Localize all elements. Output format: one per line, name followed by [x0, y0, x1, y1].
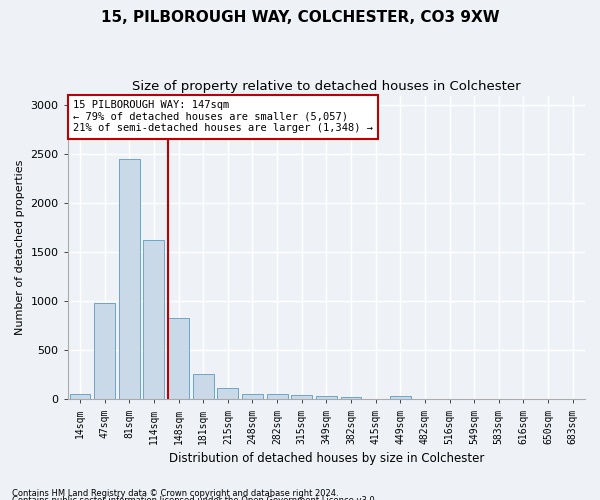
Bar: [217, 388, 238, 400]
Bar: [291, 396, 312, 400]
Bar: [341, 398, 361, 400]
Title: Size of property relative to detached houses in Colchester: Size of property relative to detached ho…: [132, 80, 521, 93]
Bar: [242, 394, 263, 400]
Bar: [119, 160, 140, 400]
Bar: [143, 240, 164, 400]
Bar: [266, 394, 287, 400]
Text: 15 PILBOROUGH WAY: 147sqm
← 79% of detached houses are smaller (5,057)
21% of se: 15 PILBOROUGH WAY: 147sqm ← 79% of detac…: [73, 100, 373, 134]
Text: Contains HM Land Registry data © Crown copyright and database right 2024.: Contains HM Land Registry data © Crown c…: [12, 488, 338, 498]
Bar: [168, 318, 189, 400]
Y-axis label: Number of detached properties: Number of detached properties: [15, 160, 25, 335]
Bar: [316, 396, 337, 400]
Bar: [70, 394, 91, 400]
Text: 15, PILBOROUGH WAY, COLCHESTER, CO3 9XW: 15, PILBOROUGH WAY, COLCHESTER, CO3 9XW: [101, 10, 499, 25]
X-axis label: Distribution of detached houses by size in Colchester: Distribution of detached houses by size …: [169, 452, 484, 465]
Bar: [94, 304, 115, 400]
Text: Contains public sector information licensed under the Open Government Licence v3: Contains public sector information licen…: [12, 496, 377, 500]
Bar: [193, 374, 214, 400]
Bar: [390, 396, 411, 400]
